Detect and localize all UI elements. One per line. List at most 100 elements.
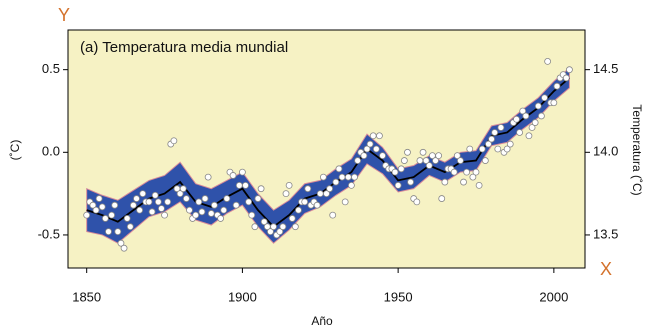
data-point [360,152,368,160]
data-point [242,181,249,189]
data-point [267,228,274,236]
data-point [463,168,471,176]
data-point [89,201,97,209]
y-tick-label: 0.5 [42,61,60,76]
data-point [176,190,184,198]
data-point [453,152,461,160]
data-point [544,58,552,65]
data-point [478,145,486,153]
data-point [201,195,209,202]
data-point [105,228,112,236]
data-point [481,157,489,164]
data-point [369,132,377,140]
data-point [251,223,259,231]
y-axis-label: (˚C) [8,140,22,161]
data-point [562,74,570,82]
y-corner-label: Y [58,5,70,25]
data-point [435,152,443,160]
data-point [126,223,134,231]
data-point [182,195,190,202]
data-point [531,119,539,126]
data-point [130,201,137,209]
data-point [220,206,228,214]
data-point [217,215,225,222]
data-point [475,181,483,189]
x-tick-label: 1850 [72,289,101,304]
data-point [139,190,147,198]
data-point [491,129,499,136]
data-point [108,211,116,219]
data-point [210,201,218,209]
data-point [525,132,533,140]
data-point [469,173,477,181]
data-point [319,173,327,181]
data-point [301,198,309,206]
data-point [270,223,277,231]
data-point [348,181,355,189]
y-tick-label: -0.5 [38,226,60,241]
data-point [550,99,558,107]
data-point [513,115,520,123]
data-point [506,140,514,148]
data-point [400,157,408,164]
data-point [326,185,334,193]
data-point [566,66,573,74]
data-point [295,206,302,214]
data-point [154,198,162,206]
data-point [229,172,237,179]
data-point [466,145,474,153]
data-point [391,168,399,176]
data-point [344,173,352,181]
data-point [528,124,536,131]
data-point [366,140,374,148]
data-point [186,206,193,214]
data-point [223,195,231,202]
chart-title: (a) Temperatura media mundial [80,39,288,56]
data-point [422,157,430,164]
data-point [519,107,527,115]
y2-tick-label: 14.0 [593,144,618,159]
data-point [235,181,243,189]
data-point [497,124,505,131]
data-point [282,190,290,198]
data-point [164,198,172,206]
data-point [207,210,215,217]
data-point [279,223,287,231]
data-point [460,178,467,186]
data-point [397,165,405,173]
data-point [161,211,168,219]
data-point [276,228,284,236]
data-point [195,198,203,206]
data-point [285,181,293,189]
data-point [123,215,131,222]
data-point [335,165,343,173]
data-point [376,132,383,140]
data-point [485,140,492,148]
data-point [354,157,362,164]
data-point [92,206,100,214]
data-point [98,203,106,211]
data-point [111,201,119,209]
data-point [288,215,296,222]
data-point [404,148,411,156]
data-point [323,190,330,198]
data-point [351,173,358,181]
data-point [416,157,424,164]
data-point [248,211,256,219]
data-point [158,205,165,212]
data-point [494,145,502,153]
data-point [488,135,495,143]
data-point [179,185,187,193]
data-point [553,82,561,90]
data-point [503,145,511,153]
data-point [101,215,109,222]
x-tick-label: 2000 [539,289,568,304]
data-point [522,112,530,120]
data-point [316,190,324,198]
data-point [254,195,262,202]
data-point [120,244,128,252]
data-point [232,201,240,209]
data-point [133,195,140,202]
y2-tick-label: 13.5 [593,226,618,241]
